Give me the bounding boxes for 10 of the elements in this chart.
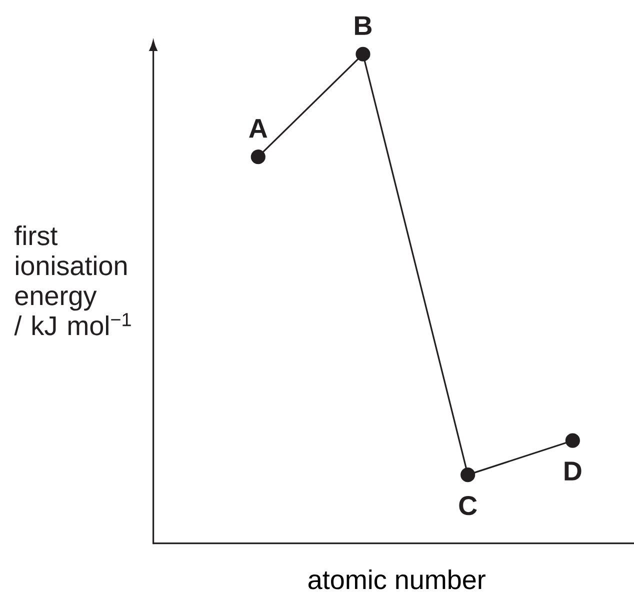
annotation: D bbox=[564, 462, 582, 480]
x-axis-title: atomic number bbox=[308, 569, 486, 590]
annotation: C bbox=[459, 496, 477, 516]
annotation: B bbox=[355, 16, 372, 35]
annotation: A bbox=[249, 119, 268, 138]
point bbox=[356, 46, 370, 62]
point bbox=[460, 468, 476, 482]
point bbox=[250, 150, 266, 164]
y-axis-title: first ionisation energy / kJ mol$^{−1}$ bbox=[14, 225, 131, 336]
point bbox=[565, 433, 580, 448]
